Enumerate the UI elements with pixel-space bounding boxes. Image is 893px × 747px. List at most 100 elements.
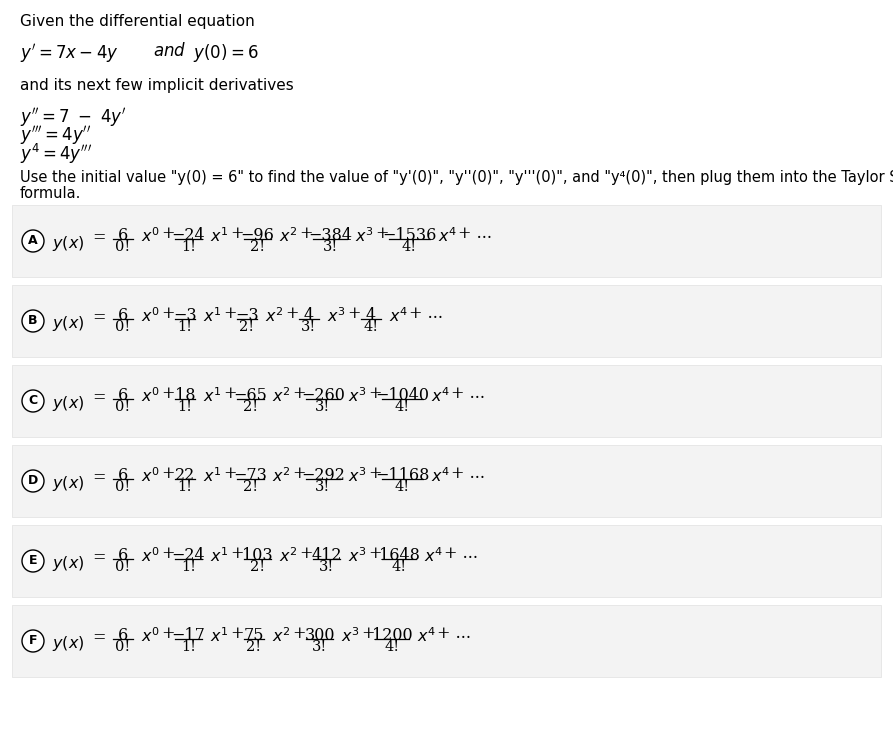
Ellipse shape (22, 230, 44, 252)
Text: 3!: 3! (315, 480, 330, 494)
Text: +: + (299, 545, 313, 562)
Text: + ...: + ... (437, 624, 471, 642)
Text: 2!: 2! (243, 480, 258, 494)
Text: $x^1$: $x^1$ (210, 227, 229, 246)
Text: + ...: + ... (444, 545, 478, 562)
Text: 412: 412 (312, 547, 342, 564)
Text: =: = (92, 470, 105, 486)
Text: 1!: 1! (178, 480, 193, 494)
Text: 75: 75 (244, 627, 264, 644)
Text: $x^4$: $x^4$ (389, 307, 408, 326)
Text: +: + (161, 385, 174, 401)
Text: $x^1$: $x^1$ (203, 387, 221, 406)
Bar (12, 525, 881, 597)
Text: −260: −260 (301, 387, 345, 404)
Text: 3!: 3! (301, 320, 317, 334)
Text: $y(x)$: $y(x)$ (52, 554, 85, 573)
Text: 4!: 4! (391, 560, 406, 574)
Text: +: + (368, 385, 381, 401)
Text: −292: −292 (301, 467, 345, 484)
Text: $y(x)$: $y(x)$ (52, 634, 85, 653)
Text: D: D (28, 474, 38, 488)
Text: $x^3$: $x^3$ (327, 307, 346, 326)
Text: −3: −3 (173, 307, 196, 324)
Text: E: E (29, 554, 38, 568)
Ellipse shape (22, 470, 44, 492)
Text: −1040: −1040 (375, 387, 430, 404)
Text: =: = (92, 630, 105, 646)
Text: $y' =7x - 4y$: $y' =7x - 4y$ (20, 42, 119, 65)
Text: =: = (92, 550, 105, 566)
Text: C: C (29, 394, 38, 408)
Ellipse shape (22, 390, 44, 412)
Text: 0!: 0! (115, 320, 130, 334)
Bar (12, 365, 881, 437)
Text: +: + (230, 545, 244, 562)
Text: +: + (223, 385, 237, 401)
Text: −1168: −1168 (375, 467, 430, 484)
Text: + ...: + ... (451, 465, 485, 482)
Text: +: + (368, 465, 381, 482)
Text: 6: 6 (118, 547, 128, 564)
Text: formula.: formula. (20, 186, 81, 201)
Text: $x^0$: $x^0$ (141, 547, 160, 565)
Text: $x^2$: $x^2$ (272, 387, 290, 406)
Text: +: + (230, 624, 244, 642)
Text: +: + (161, 545, 174, 562)
Text: 1!: 1! (181, 640, 196, 654)
Text: 3!: 3! (322, 240, 338, 254)
Text: $y'' = 7 \ - \ 4y'$: $y'' = 7 \ - \ 4y'$ (20, 106, 127, 129)
Text: 6: 6 (118, 227, 128, 244)
Text: B: B (29, 314, 38, 327)
Text: 3!: 3! (319, 560, 334, 574)
Text: and its next few implicit derivatives: and its next few implicit derivatives (20, 78, 294, 93)
Text: 2!: 2! (246, 640, 262, 654)
Text: $x^3$: $x^3$ (348, 547, 367, 565)
Text: A: A (29, 235, 38, 247)
Text: −17: −17 (171, 627, 205, 644)
Text: $\mathit{and}$: $\mathit{and}$ (153, 42, 187, 60)
Text: + ...: + ... (409, 305, 443, 321)
Text: + ...: + ... (458, 225, 492, 241)
Ellipse shape (22, 550, 44, 572)
Text: $x^4$: $x^4$ (424, 547, 443, 565)
Text: F: F (29, 634, 38, 648)
Text: +: + (292, 465, 305, 482)
Text: Given the differential equation: Given the differential equation (20, 14, 255, 29)
Text: $x^2$: $x^2$ (279, 547, 297, 565)
Text: $x^1$: $x^1$ (203, 467, 221, 486)
Text: $x^1$: $x^1$ (210, 627, 229, 645)
Text: Use the initial value "y(0) = 6" to find the value of "y'(0)", "y''(0)", "y'''(0: Use the initial value "y(0) = 6" to find… (20, 170, 893, 185)
Text: $x^0$: $x^0$ (141, 227, 160, 246)
Text: +: + (347, 305, 361, 321)
Text: $x^0$: $x^0$ (141, 467, 160, 486)
Text: +: + (223, 305, 237, 321)
Text: 2!: 2! (250, 560, 265, 574)
Text: 1648: 1648 (379, 547, 420, 564)
Text: 0!: 0! (115, 480, 130, 494)
Text: 4: 4 (304, 307, 314, 324)
Text: +: + (299, 225, 313, 241)
Text: 1!: 1! (178, 400, 193, 414)
Text: 22: 22 (175, 467, 196, 484)
Text: $x^2$: $x^2$ (265, 307, 284, 326)
Text: −1536: −1536 (382, 227, 437, 244)
Text: −24: −24 (171, 227, 205, 244)
Text: +: + (292, 385, 305, 401)
Text: $y^4 = 4y'''$: $y^4 = 4y'''$ (20, 142, 92, 166)
Text: +: + (161, 225, 174, 241)
Text: 2!: 2! (239, 320, 255, 334)
Text: 0!: 0! (115, 240, 130, 254)
Text: $y(x)$: $y(x)$ (52, 394, 85, 413)
Text: −73: −73 (234, 467, 267, 484)
Bar (12, 445, 881, 517)
Bar (12, 285, 881, 357)
Bar (12, 605, 881, 677)
Text: $y(x)$: $y(x)$ (52, 474, 85, 493)
Text: 0!: 0! (115, 400, 130, 414)
Text: =: = (92, 309, 105, 326)
Text: $x^0$: $x^0$ (141, 627, 160, 645)
Text: −3: −3 (235, 307, 259, 324)
Ellipse shape (22, 630, 44, 652)
Text: −65: −65 (234, 387, 267, 404)
